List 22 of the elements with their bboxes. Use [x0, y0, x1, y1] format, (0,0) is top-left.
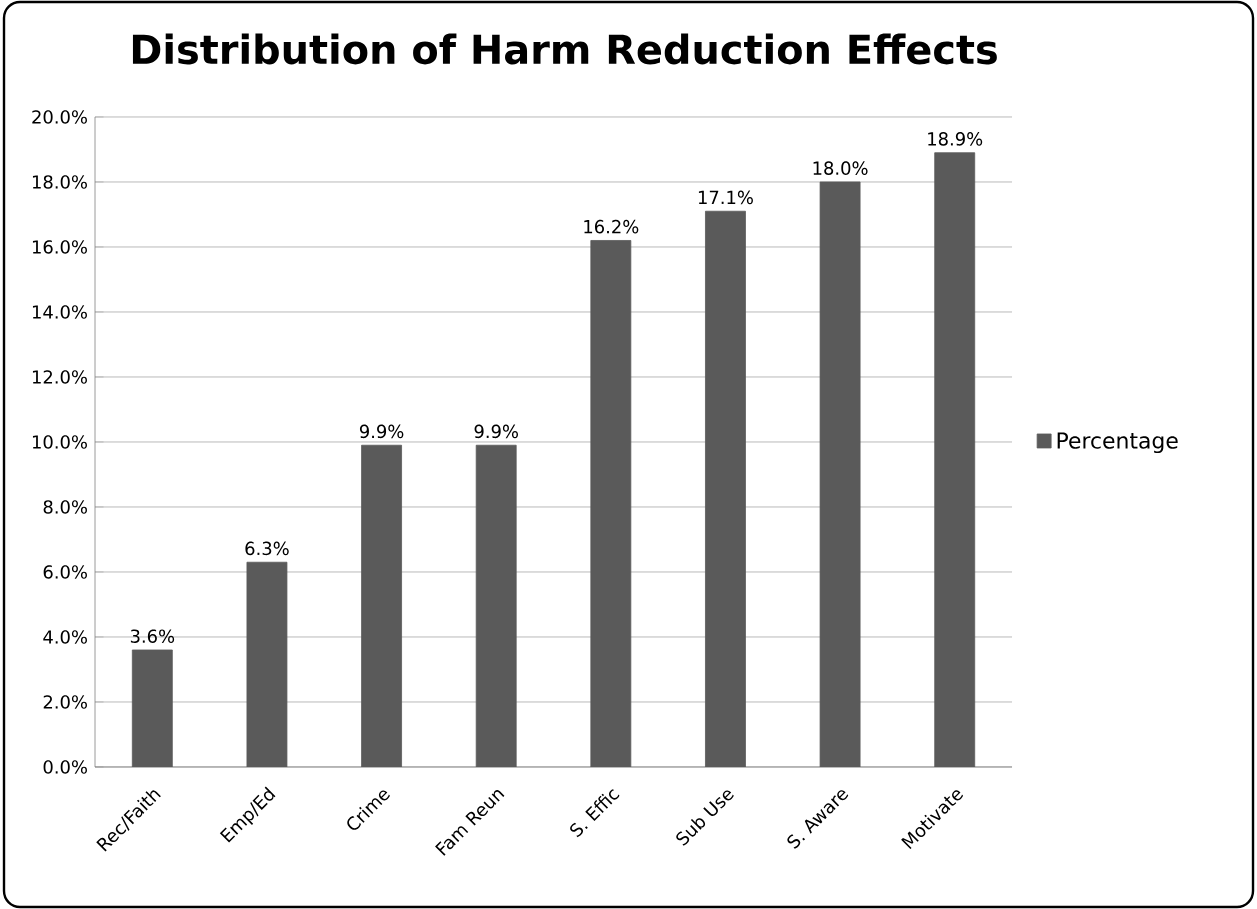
y-tick-label: 4.0%	[43, 630, 87, 644]
data-label: 9.9%	[474, 424, 518, 439]
data-label: 18.0%	[813, 161, 868, 175]
data-label: 18.9%	[928, 132, 983, 146]
y-tick-label: 18.0%	[32, 175, 87, 189]
legend-label: Percentage	[1057, 432, 1178, 454]
y-tick-label: 20.0%	[32, 110, 87, 124]
y-tick-label: 2.0%	[43, 695, 87, 709]
y-tick-label: 6.0%	[43, 565, 87, 579]
y-tick-label: 12.0%	[32, 370, 87, 384]
y-tick-label: 10.0%	[32, 435, 87, 449]
y-tick-label: 8.0%	[43, 500, 87, 514]
y-tick-label: 16.0%	[32, 240, 87, 254]
data-label: 6.3%	[245, 541, 289, 556]
data-label: 16.2%	[584, 219, 639, 234]
data-label: 17.1%	[698, 190, 753, 205]
y-tick-label: 14.0%	[32, 305, 87, 319]
x-tick-label: Sub Use	[676, 790, 734, 846]
data-label: 9.9%	[359, 424, 404, 439]
y-tick-label: 0.0%	[43, 760, 87, 774]
chart-title: Distribution of Harm Reduction Effects	[132, 33, 997, 65]
data-label: 3.6%	[130, 629, 175, 643]
